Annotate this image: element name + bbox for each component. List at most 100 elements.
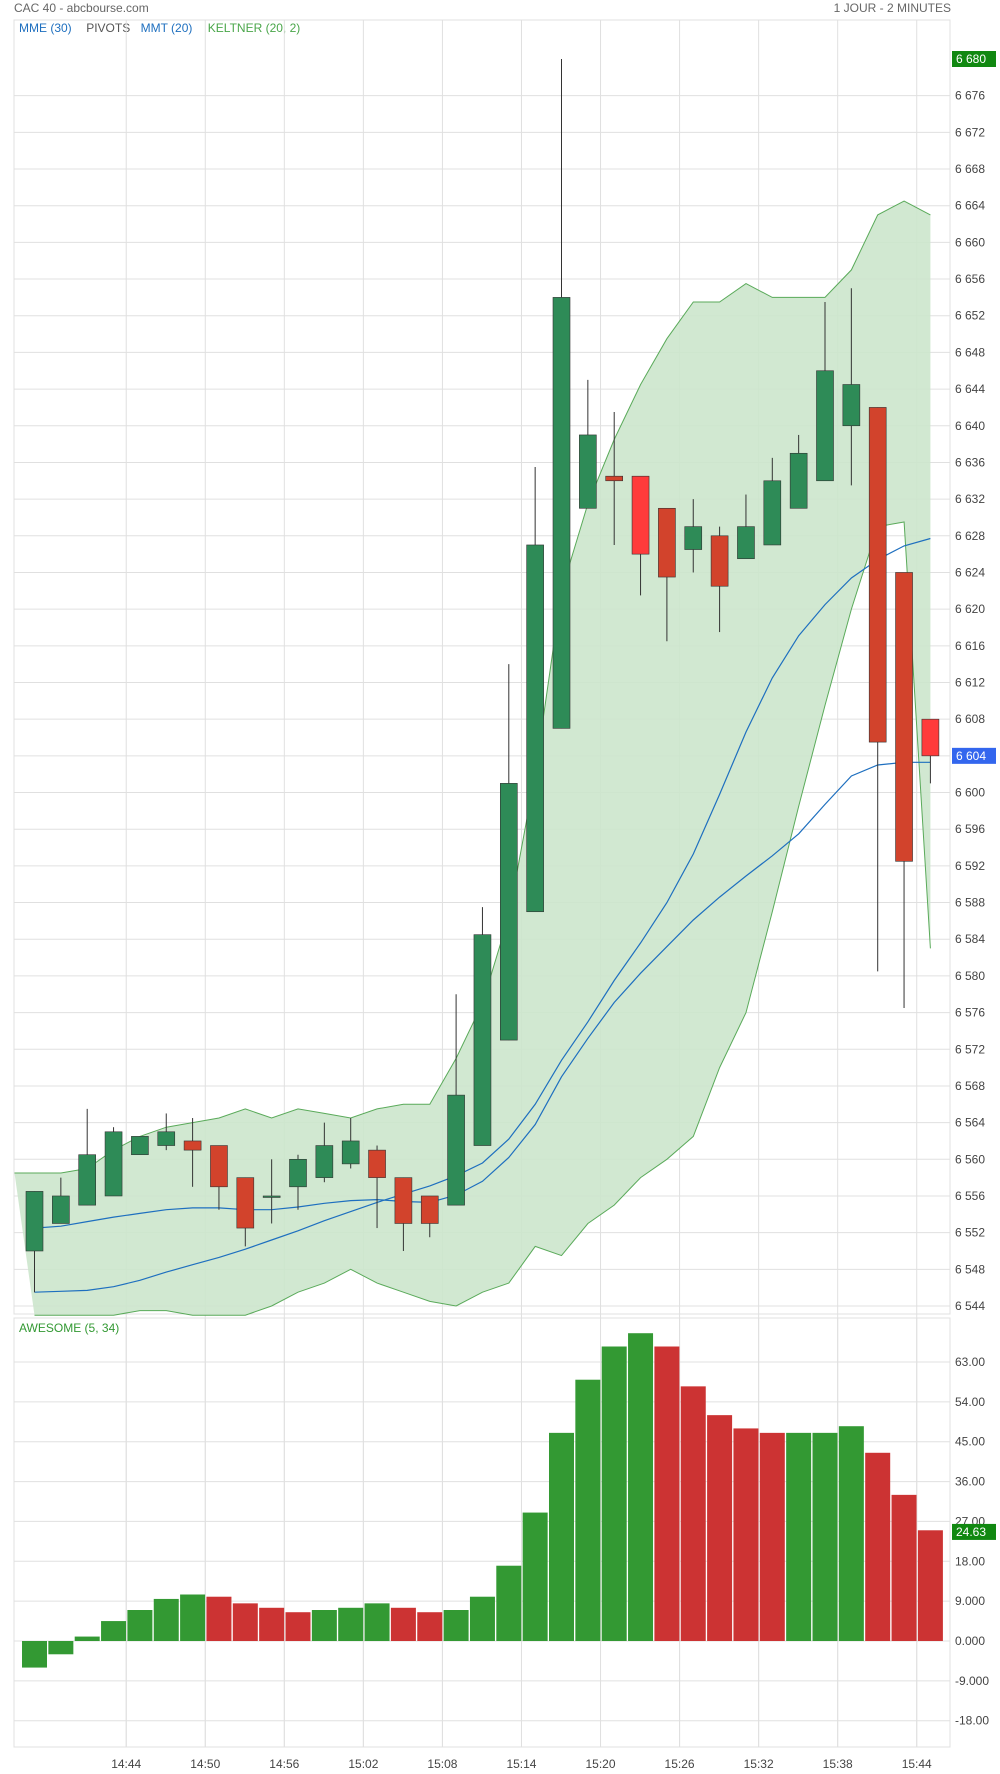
ao-tick-label: 18.00 (955, 1554, 985, 1568)
time-tick-label: 15:38 (823, 1757, 853, 1771)
ao-bar (812, 1432, 838, 1641)
price-badge (952, 51, 996, 67)
candle (25, 1191, 44, 1293)
ao-bar (575, 1379, 601, 1641)
candle (473, 907, 492, 1146)
candle-body (210, 1145, 228, 1188)
candle (868, 407, 887, 972)
time-tick-label: 14:44 (111, 1757, 141, 1771)
ao-bar (838, 1426, 864, 1641)
ao-bar (338, 1607, 364, 1641)
candle (789, 434, 808, 509)
ao-bar (917, 1530, 943, 1641)
candle-body (420, 1195, 439, 1224)
candle (315, 1122, 334, 1183)
chart-title: CAC 40 - abcbourse.com (14, 1, 149, 15)
price-tick-label: 6 648 (955, 345, 985, 359)
candle-body (789, 452, 808, 509)
candle (895, 572, 913, 1009)
candle-body (631, 475, 650, 555)
ao-tick-label: 45.00 (955, 1435, 985, 1449)
legend-item: KELTNER (20, 2) (208, 21, 300, 35)
ao-tick-label: 36.00 (955, 1475, 985, 1489)
legend-item: MMT (20) (141, 21, 193, 35)
candle-body (816, 370, 834, 482)
ao-bar (311, 1610, 337, 1641)
candle (394, 1177, 413, 1251)
price-tick-label: 6 588 (955, 896, 985, 910)
ao-bar (443, 1610, 469, 1641)
ao-bar (259, 1607, 285, 1641)
candle-body (262, 1195, 281, 1198)
price-tick-label: 6 584 (955, 932, 985, 946)
ao-badge-label: 24.63 (956, 1525, 986, 1539)
ao-bar (601, 1346, 627, 1641)
candle-body (684, 526, 703, 550)
price-tick-label: 6 620 (955, 602, 985, 616)
candle (684, 499, 703, 573)
price-tick-label: 6 556 (955, 1189, 985, 1203)
ao-bar (891, 1494, 917, 1641)
price-tick-label: 6 640 (955, 419, 985, 433)
ao-bar (48, 1641, 74, 1655)
legend-item: PIVOTS (86, 21, 130, 35)
candle-body (131, 1136, 149, 1156)
price-tick-label: 6 572 (955, 1042, 985, 1056)
candle (631, 475, 650, 596)
candle (420, 1195, 439, 1238)
candle-body (842, 384, 861, 427)
price-tick-label: 6 628 (955, 529, 985, 543)
time-tick-label: 15:44 (902, 1757, 932, 1771)
candle (183, 1118, 202, 1187)
candle-body (236, 1177, 255, 1229)
candle-body (710, 535, 729, 587)
candle (157, 1113, 176, 1151)
candle (262, 1159, 281, 1224)
price-tick-label: 6 608 (955, 712, 985, 726)
candle-body (499, 783, 518, 1041)
candle (289, 1154, 307, 1210)
awesome-oscillator-panel: 63.0054.0045.0036.0027.0018.009.0000.000… (13, 1317, 996, 1748)
candle (447, 994, 465, 1206)
price-tick-label: 6 676 (955, 89, 985, 103)
ao-bar (180, 1594, 206, 1641)
price-badge-label: 6 604 (956, 749, 986, 763)
candle-body (78, 1154, 96, 1206)
price-tick-label: 6 600 (955, 786, 985, 800)
candle (341, 1118, 360, 1169)
chart-period: 1 JOUR - 2 MINUTES (834, 1, 951, 15)
candle (236, 1177, 255, 1247)
price-tick-label: 6 576 (955, 1006, 985, 1020)
candle-body (183, 1140, 202, 1151)
candle (921, 718, 940, 784)
mme-30-line (34, 761, 931, 1229)
ao-bar (232, 1603, 258, 1641)
price-tick-label: 6 568 (955, 1079, 985, 1093)
candle (737, 494, 755, 560)
price-panel-frame (13, 19, 951, 1315)
price-badge (952, 747, 996, 764)
candle-body (289, 1158, 307, 1188)
candle (605, 412, 624, 545)
candle-body (473, 934, 492, 1146)
time-tick-label: 14:50 (190, 1757, 220, 1771)
time-tick-label: 15:26 (665, 1757, 695, 1771)
price-tick-label: 6 632 (955, 492, 985, 506)
price-tick-label: 6 616 (955, 639, 985, 653)
candle-body (605, 475, 624, 482)
price-tick-label: 6 636 (955, 455, 985, 469)
ao-bar (390, 1607, 416, 1641)
price-tick-label: 6 560 (955, 1152, 985, 1166)
price-tick-label: 6 564 (955, 1116, 985, 1130)
candle (499, 664, 518, 1041)
candle-body (157, 1131, 176, 1146)
ao-bar (865, 1452, 891, 1641)
candle (526, 467, 544, 913)
ao-tick-label: 0.000 (955, 1634, 985, 1648)
ao-bar (206, 1596, 232, 1641)
ao-panel-frame (13, 1317, 951, 1748)
candle (552, 59, 571, 729)
ao-bar (654, 1346, 680, 1641)
candle (579, 379, 597, 509)
candle-body (579, 434, 597, 509)
